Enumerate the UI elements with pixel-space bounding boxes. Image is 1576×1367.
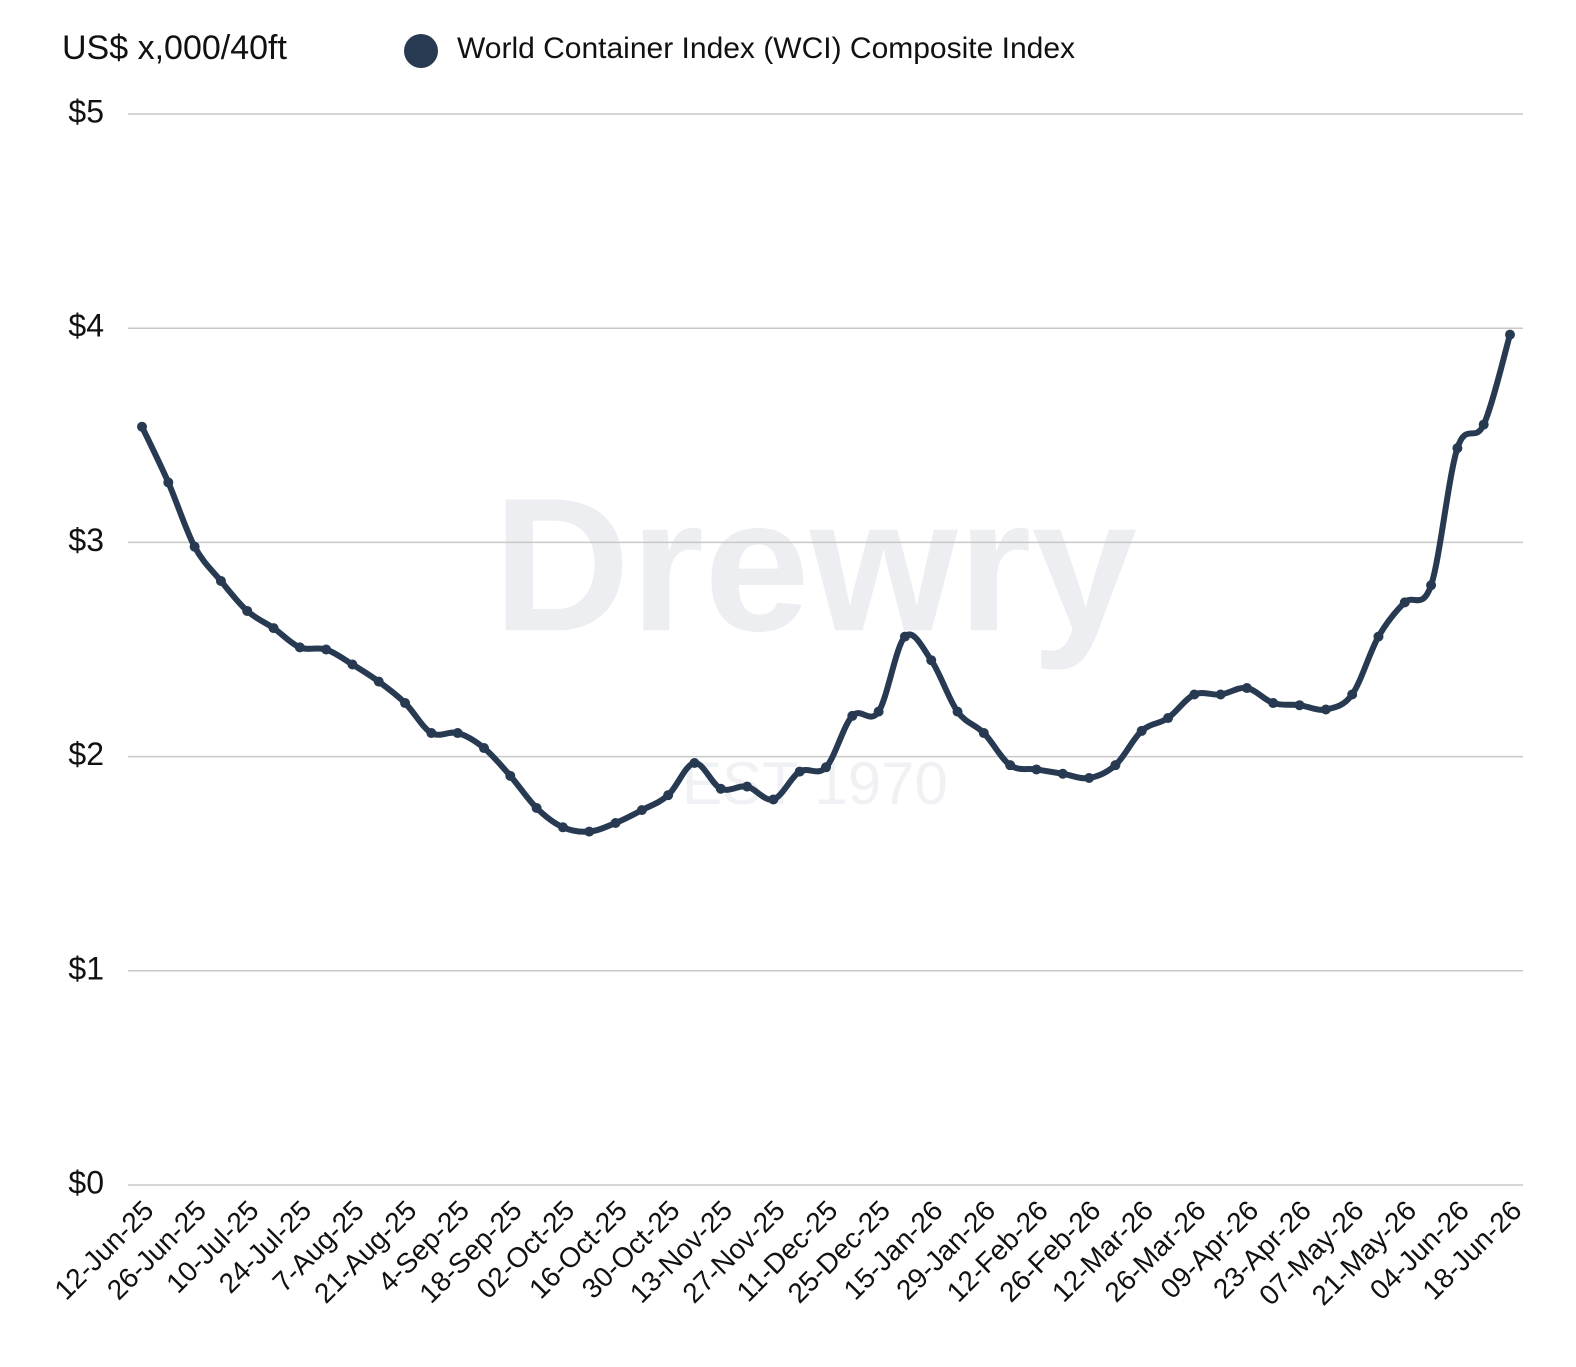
point [689, 758, 700, 769]
point [1189, 689, 1200, 700]
legend-marker [404, 34, 438, 68]
point [1136, 725, 1147, 736]
point [163, 477, 174, 488]
point [1084, 773, 1095, 784]
point [1241, 683, 1252, 694]
point [1347, 689, 1358, 700]
point [268, 623, 279, 634]
point [505, 770, 516, 781]
point [189, 541, 200, 552]
point [952, 706, 963, 717]
point [426, 728, 437, 739]
point [636, 805, 647, 816]
point [847, 710, 858, 721]
y-tick-label: $4 [68, 308, 104, 344]
point [663, 790, 674, 801]
point [1005, 760, 1016, 771]
point [137, 421, 147, 432]
point [1163, 713, 1173, 724]
point [242, 605, 253, 616]
y-tick-label: $0 [68, 1164, 104, 1200]
point [821, 762, 831, 773]
y-axis-title: US$ x,000/40ft [62, 29, 287, 67]
point [1452, 443, 1463, 454]
point [978, 728, 989, 739]
point [742, 781, 753, 792]
point [715, 783, 726, 794]
point [1426, 580, 1437, 591]
point [1505, 329, 1515, 340]
point [1294, 700, 1305, 711]
point [452, 728, 463, 739]
point [1031, 764, 1042, 775]
point [531, 803, 542, 814]
point [794, 766, 805, 777]
point [1110, 760, 1121, 771]
watermark-subtitle: EST 1970 [682, 750, 948, 817]
point [1373, 631, 1384, 642]
point [610, 818, 621, 829]
point [768, 794, 779, 805]
point [373, 676, 384, 687]
point [1399, 597, 1410, 608]
point [899, 631, 910, 642]
point [479, 743, 489, 754]
point [557, 822, 568, 833]
point [1478, 419, 1489, 430]
point [347, 659, 358, 670]
y-tick-label: $3 [68, 522, 104, 558]
point [1268, 698, 1279, 709]
point [584, 826, 595, 837]
point [294, 642, 305, 653]
point [1057, 768, 1068, 779]
watermark: Drewry [493, 459, 1137, 671]
y-tick-label: $5 [68, 93, 104, 129]
point [215, 575, 226, 586]
y-tick-label: $1 [68, 950, 104, 986]
point [1320, 704, 1331, 715]
y-tick-label: $2 [68, 736, 104, 772]
point [873, 706, 884, 717]
point [400, 698, 411, 709]
point [321, 644, 332, 655]
point [1215, 689, 1226, 700]
point [926, 655, 937, 666]
legend-label: World Container Index (WCI) Composite In… [457, 32, 1075, 65]
